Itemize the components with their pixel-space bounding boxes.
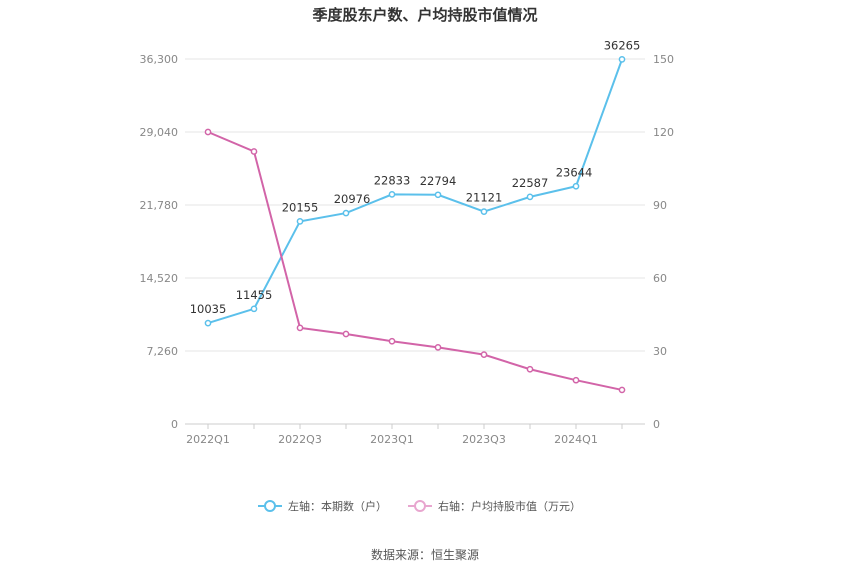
series-0-point[interactable] xyxy=(296,217,304,225)
data-label: 11455 xyxy=(236,288,273,302)
right-tick-label: 150 xyxy=(653,53,674,66)
series-1-point[interactable] xyxy=(434,344,442,351)
legend-item-left-series[interactable]: 左轴：本期数（户） xyxy=(258,499,387,513)
series-1-point[interactable] xyxy=(618,386,626,394)
series-line-0 xyxy=(207,59,623,325)
left-tick-label: 29,040 xyxy=(140,126,179,139)
legend-label-right-series: 右轴：户均持股市值（万元） xyxy=(438,499,581,513)
data-label: 10035 xyxy=(190,302,227,316)
series-0-point[interactable] xyxy=(526,193,534,201)
right-tick-label: 90 xyxy=(653,199,667,212)
series-0-point[interactable] xyxy=(250,305,258,313)
data-label: 36265 xyxy=(604,38,641,52)
series-1-point[interactable] xyxy=(572,376,580,384)
source-note: 数据来源：恒生聚源 xyxy=(371,547,479,562)
legend[interactable]: 左轴：本期数（户） 右轴：户均持股市值（万元） xyxy=(258,499,581,513)
series-1-point[interactable] xyxy=(480,351,488,358)
series-1-point[interactable] xyxy=(296,324,304,332)
x-tick-label: 2023Q3 xyxy=(462,433,506,446)
left-tick-label: 14,520 xyxy=(140,272,179,285)
series-1-point[interactable] xyxy=(388,337,396,345)
left-tick-label: 36,300 xyxy=(140,53,179,66)
x-tick-label: 2022Q3 xyxy=(278,433,322,446)
left-axis: 0 7,260 14,520 21,780 29,040 36,300 xyxy=(140,53,179,431)
series-0-point[interactable] xyxy=(204,319,212,327)
data-label: 22587 xyxy=(512,176,549,190)
chart-title: 季度股东户数、户均持股市值情况 xyxy=(312,6,537,24)
data-label: 20976 xyxy=(334,192,371,206)
series-0-point[interactable] xyxy=(434,191,442,199)
data-label: 23644 xyxy=(556,165,593,179)
x-tick-label: 2022Q1 xyxy=(186,433,230,446)
series-1-point[interactable] xyxy=(526,365,534,373)
data-label: 22794 xyxy=(420,174,457,188)
right-tick-label: 30 xyxy=(653,345,667,358)
legend-label-left-series: 左轴：本期数（户） xyxy=(288,499,387,513)
series-0-point[interactable] xyxy=(480,208,488,215)
legend-marker-right-series xyxy=(414,500,426,512)
right-tick-label: 0 xyxy=(653,418,660,431)
right-tick-label: 120 xyxy=(653,126,674,139)
series-layer xyxy=(204,56,626,394)
series-1-point[interactable] xyxy=(204,128,212,136)
legend-item-right-series[interactable]: 右轴：户均持股市值（万元） xyxy=(408,499,581,513)
x-tick-label: 2023Q1 xyxy=(370,433,414,446)
left-tick-label: 0 xyxy=(171,418,178,431)
series-1-point[interactable] xyxy=(342,330,350,338)
data-label: 20155 xyxy=(282,200,319,214)
series-line-1 xyxy=(207,131,623,391)
series-0-point[interactable] xyxy=(388,191,396,198)
series-0-point[interactable] xyxy=(618,56,626,63)
left-tick-label: 21,780 xyxy=(140,199,179,212)
right-tick-label: 60 xyxy=(653,272,667,285)
data-label: 21121 xyxy=(466,191,503,205)
x-axis: 2022Q1 2022Q3 2023Q1 2023Q3 2024Q1 xyxy=(185,423,645,446)
series-0-point[interactable] xyxy=(572,182,580,190)
left-tick-label: 7,260 xyxy=(147,345,179,358)
x-tick-label: 2024Q1 xyxy=(554,433,598,446)
data-label: 22833 xyxy=(374,173,411,187)
series-1-point[interactable] xyxy=(250,148,258,155)
legend-marker-left-series xyxy=(264,500,276,512)
grid xyxy=(185,58,645,352)
series-0-point[interactable] xyxy=(342,209,350,217)
right-axis: 0 30 60 90 120 150 xyxy=(653,53,674,431)
